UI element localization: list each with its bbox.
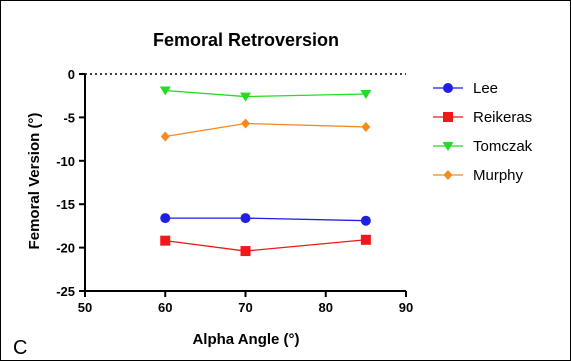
data-point-lee	[240, 213, 251, 224]
y-axis-label: Femoral Version (°)	[26, 113, 43, 250]
legend: Lee Reikeras Tomczak Murphy	[433, 80, 533, 184]
data-point-reikeras	[160, 235, 171, 246]
y-tick-label: -10	[56, 154, 75, 169]
data-point-murphy	[241, 118, 250, 129]
legend-marker-murphy	[443, 170, 453, 180]
data-point-tomczak	[159, 86, 171, 96]
y-tick-label: 0	[68, 67, 75, 82]
series-line-murphy	[165, 122, 366, 138]
x-tick-label: 70	[238, 300, 252, 315]
legend-marker-reikeras	[443, 112, 453, 122]
data-point-lee	[360, 215, 371, 226]
data-point-reikeras	[360, 234, 371, 245]
data-point-reikeras	[240, 246, 251, 257]
data-point-murphy	[160, 131, 170, 142]
y-tick-label: -15	[56, 197, 75, 212]
x-tick-label: 90	[399, 300, 413, 315]
data-point-lee	[160, 213, 171, 224]
x-axis-label: Alpha Angle (°)	[192, 331, 299, 348]
data-point-murphy	[361, 121, 371, 132]
y-tick-label: -20	[56, 241, 75, 256]
panel-label: C	[13, 337, 27, 359]
data-point-tomczak	[360, 89, 372, 99]
legend-label-murphy: Murphy	[473, 167, 524, 184]
data-point-tomczak	[240, 92, 251, 102]
chart-title: Femoral Retroversion	[153, 30, 339, 50]
legend-marker-tomczak	[442, 142, 454, 151]
x-tick-label: 60	[158, 300, 172, 315]
series-line-reikeras	[165, 239, 366, 252]
x-tick-label: 50	[78, 300, 92, 315]
series-line-lee	[165, 217, 366, 222]
y-tick-label: -25	[56, 284, 75, 299]
legend-label-tomczak: Tomczak	[473, 138, 533, 155]
series-line-tomczak	[165, 89, 366, 98]
legend-label-lee: Lee	[473, 80, 498, 97]
x-tick-label: 80	[319, 300, 333, 315]
y-tick-label: -5	[63, 110, 75, 125]
legend-marker-lee	[443, 83, 453, 93]
legend-label-reikeras: Reikeras	[473, 109, 532, 126]
